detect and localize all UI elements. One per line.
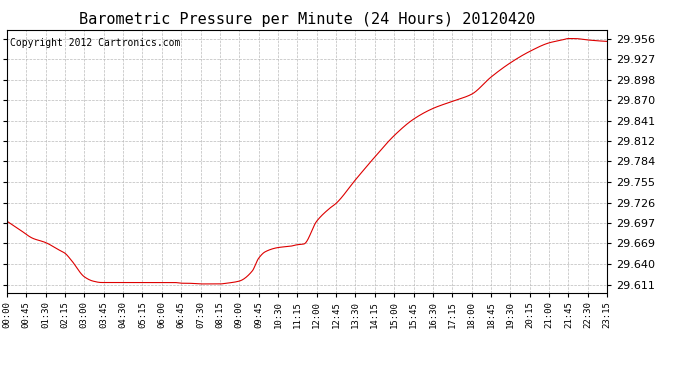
Title: Barometric Pressure per Minute (24 Hours) 20120420: Barometric Pressure per Minute (24 Hours… (79, 12, 535, 27)
Text: Copyright 2012 Cartronics.com: Copyright 2012 Cartronics.com (10, 38, 180, 48)
